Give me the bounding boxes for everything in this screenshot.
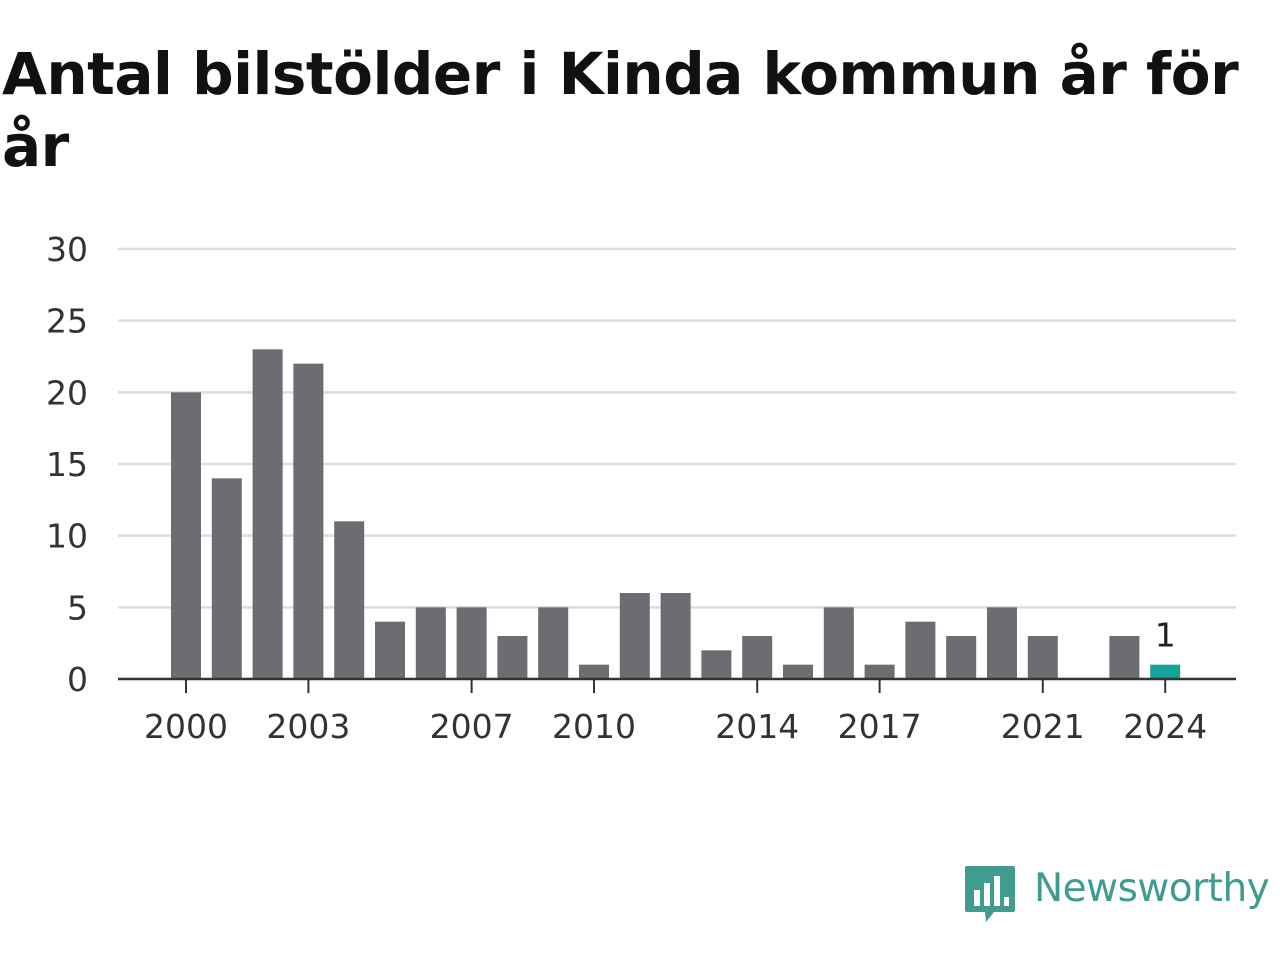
x-tick-label: 2000	[144, 707, 228, 746]
bar	[375, 621, 405, 679]
bar	[293, 363, 324, 679]
bar	[1150, 664, 1181, 679]
bar	[742, 636, 773, 679]
x-tick-label: 2014	[715, 707, 799, 746]
x-tick-label: 2003	[266, 707, 350, 746]
x-tick-label: 2017	[838, 707, 922, 746]
bar	[211, 478, 242, 679]
bar	[538, 607, 569, 679]
bar	[660, 593, 691, 679]
data-label: 1	[1155, 616, 1176, 655]
brand-name: Newsworthy	[1034, 866, 1270, 911]
y-tick-label: 0	[67, 660, 88, 699]
chart-title: Antal bilstölder i Kinda kommun år för å…	[2, 40, 1239, 180]
bar	[252, 349, 283, 679]
y-tick-label: 5	[67, 588, 88, 627]
bar	[905, 621, 936, 679]
y-tick-label: 25	[46, 302, 88, 341]
bar	[334, 521, 365, 679]
bar	[1027, 636, 1058, 679]
x-tick-label: 2010	[552, 707, 636, 746]
bar	[783, 664, 813, 679]
bar	[497, 636, 528, 679]
bar	[456, 607, 487, 679]
bar	[171, 392, 201, 679]
brand-logo: Newsworthy	[964, 864, 1270, 928]
x-tick-label: 2024	[1123, 707, 1207, 746]
bar	[823, 607, 854, 679]
bar	[987, 607, 1017, 679]
y-tick-label: 15	[46, 445, 88, 484]
y-tick-label: 10	[46, 517, 88, 556]
y-tick-label: 30	[46, 230, 88, 269]
bar	[619, 593, 650, 679]
bar	[946, 636, 977, 679]
bar	[864, 664, 895, 679]
bar	[1109, 636, 1140, 679]
bar-chart-speech-bubble-icon	[965, 866, 1015, 922]
x-tick-label: 2007	[430, 707, 514, 746]
bar	[579, 664, 609, 679]
bar	[415, 607, 446, 679]
y-tick-label: 20	[46, 373, 88, 412]
x-tick-label: 2021	[1001, 707, 1085, 746]
bar	[701, 650, 732, 679]
